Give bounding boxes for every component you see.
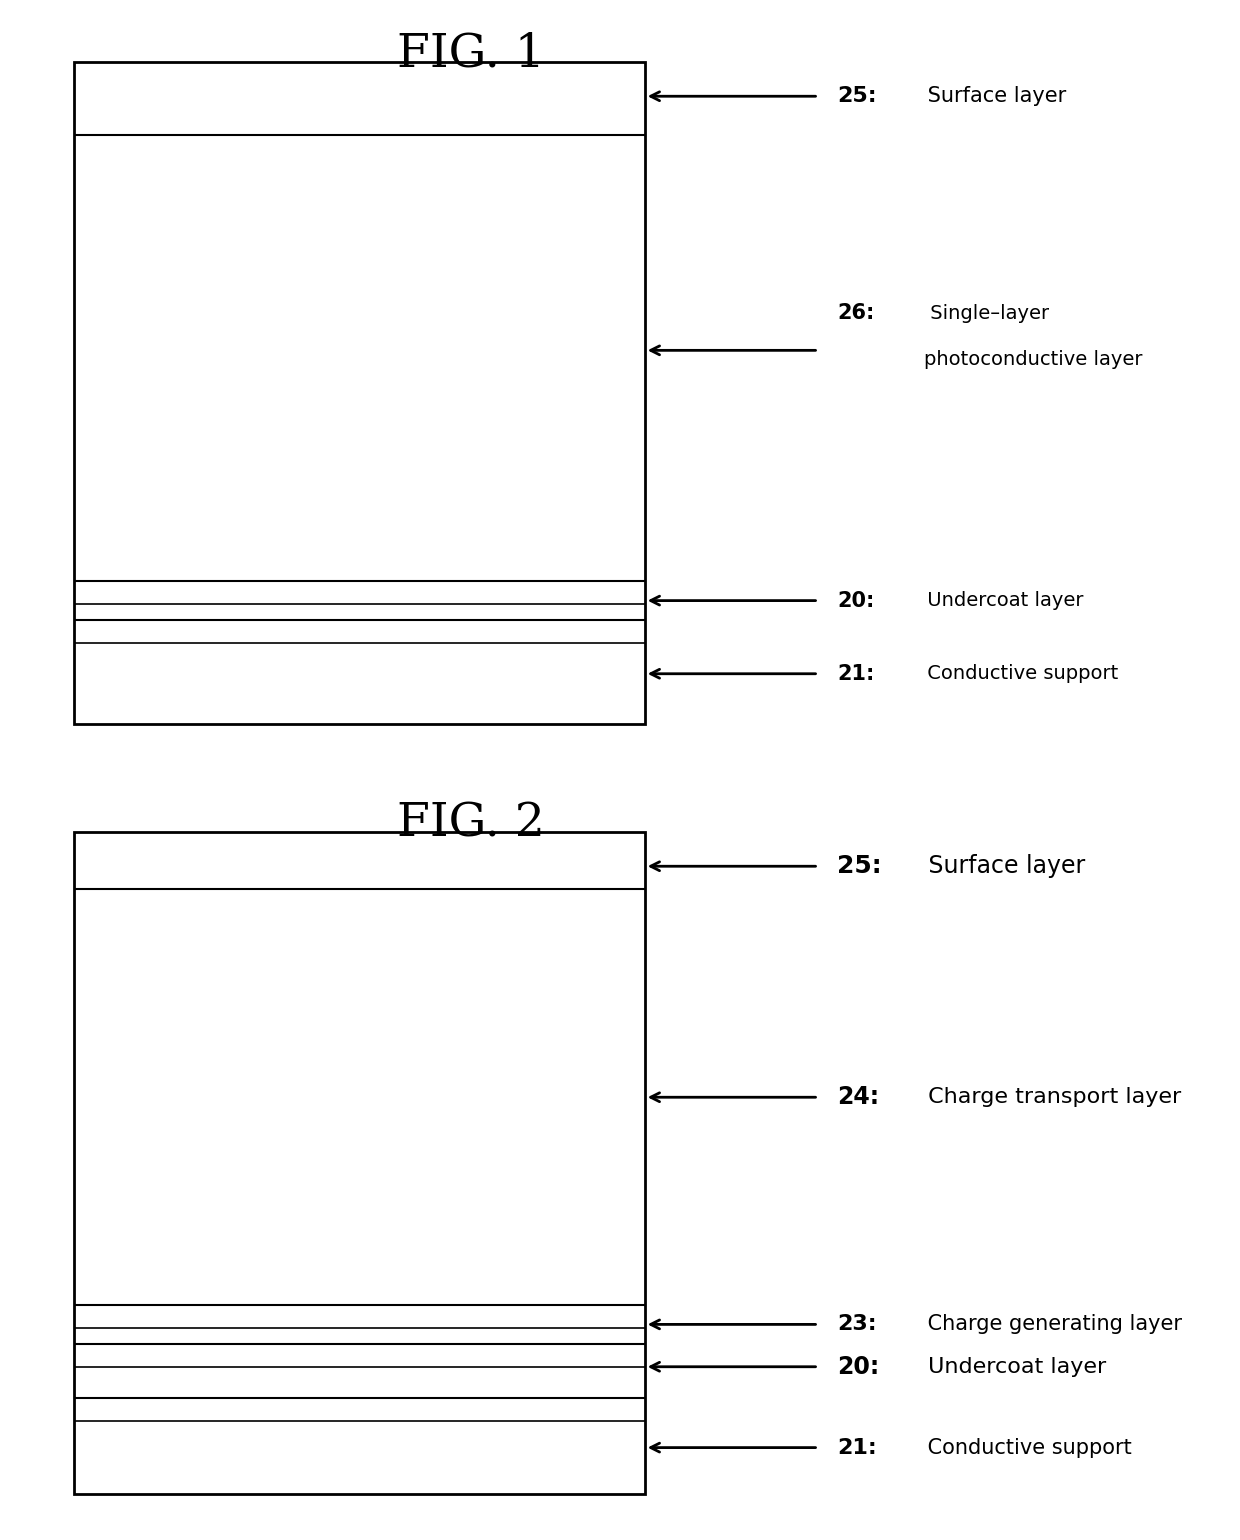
Text: Undercoat layer: Undercoat layer [921, 591, 1084, 610]
Text: 20:: 20: [837, 1355, 879, 1378]
Text: Charge transport layer: Charge transport layer [921, 1087, 1182, 1107]
Text: 24:: 24: [837, 1086, 879, 1109]
Text: 21:: 21: [837, 664, 874, 684]
Text: Surface layer: Surface layer [921, 855, 1085, 878]
Text: photoconductive layer: photoconductive layer [924, 350, 1142, 370]
Text: Conductive support: Conductive support [921, 664, 1118, 684]
Text: Conductive support: Conductive support [921, 1438, 1132, 1457]
Text: Charge generating layer: Charge generating layer [921, 1315, 1182, 1334]
Text: FIG. 1: FIG. 1 [397, 31, 546, 75]
Text: Single–layer: Single–layer [924, 303, 1049, 323]
Text: 25:: 25: [837, 86, 877, 106]
Text: 25:: 25: [837, 855, 882, 878]
Text: Surface layer: Surface layer [921, 86, 1066, 106]
Text: 23:: 23: [837, 1315, 877, 1334]
Bar [74, 832, 645, 1494]
Text: 21:: 21: [837, 1438, 877, 1457]
Text: FIG. 2: FIG. 2 [397, 801, 546, 845]
Text: 26:: 26: [837, 303, 874, 323]
Text: Undercoat layer: Undercoat layer [921, 1357, 1106, 1377]
Text: 20:: 20: [837, 591, 874, 610]
Bar [74, 62, 645, 724]
